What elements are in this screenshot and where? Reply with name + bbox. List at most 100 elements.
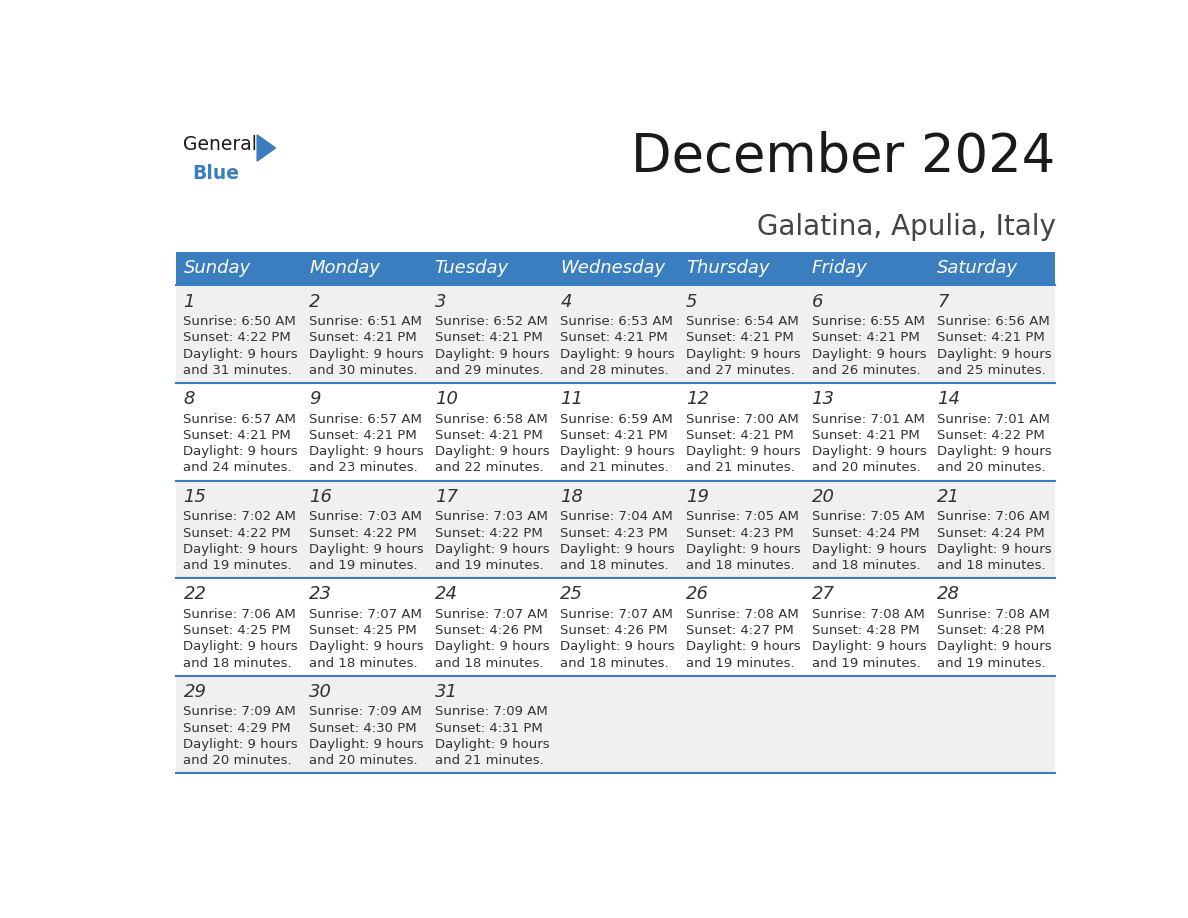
Text: and 21 minutes.: and 21 minutes.	[685, 462, 795, 475]
Text: Sunset: 4:21 PM: Sunset: 4:21 PM	[685, 429, 794, 442]
Text: Sunrise: 7:03 AM: Sunrise: 7:03 AM	[309, 510, 422, 523]
Text: Sunrise: 6:50 AM: Sunrise: 6:50 AM	[183, 315, 296, 328]
Text: and 22 minutes.: and 22 minutes.	[435, 462, 543, 475]
Text: and 24 minutes.: and 24 minutes.	[183, 462, 292, 475]
Text: and 30 minutes.: and 30 minutes.	[309, 364, 418, 377]
Text: and 19 minutes.: and 19 minutes.	[435, 559, 543, 572]
Text: and 20 minutes.: and 20 minutes.	[811, 462, 921, 475]
Text: Sunrise: 7:05 AM: Sunrise: 7:05 AM	[685, 510, 798, 523]
Text: Sunrise: 7:08 AM: Sunrise: 7:08 AM	[937, 608, 1050, 621]
Text: and 19 minutes.: and 19 minutes.	[937, 656, 1045, 669]
Text: Sunset: 4:21 PM: Sunset: 4:21 PM	[685, 331, 794, 344]
Bar	[428, 252, 552, 285]
Text: Daylight: 9 hours: Daylight: 9 hours	[811, 348, 927, 361]
Text: and 18 minutes.: and 18 minutes.	[685, 559, 795, 572]
Text: Sunset: 4:24 PM: Sunset: 4:24 PM	[937, 527, 1044, 540]
Bar	[302, 252, 428, 285]
Text: Sunrise: 7:07 AM: Sunrise: 7:07 AM	[561, 608, 674, 621]
Text: Daylight: 9 hours: Daylight: 9 hours	[811, 641, 927, 654]
Text: Friday: Friday	[811, 260, 867, 277]
Text: Sunset: 4:29 PM: Sunset: 4:29 PM	[183, 722, 291, 734]
Text: Daylight: 9 hours: Daylight: 9 hours	[309, 738, 424, 751]
Text: Sunrise: 7:09 AM: Sunrise: 7:09 AM	[183, 705, 296, 719]
Text: Daylight: 9 hours: Daylight: 9 hours	[309, 348, 424, 361]
Polygon shape	[257, 135, 276, 161]
Text: 20: 20	[811, 487, 834, 506]
Text: Sunrise: 6:52 AM: Sunrise: 6:52 AM	[435, 315, 548, 328]
Bar	[176, 285, 1055, 383]
Text: 21: 21	[937, 487, 960, 506]
Text: Sunrise: 6:53 AM: Sunrise: 6:53 AM	[561, 315, 674, 328]
Text: Daylight: 9 hours: Daylight: 9 hours	[685, 445, 801, 458]
Bar	[176, 252, 302, 285]
Text: and 19 minutes.: and 19 minutes.	[309, 559, 418, 572]
Text: Sunrise: 7:08 AM: Sunrise: 7:08 AM	[811, 608, 924, 621]
Text: Sunset: 4:25 PM: Sunset: 4:25 PM	[309, 624, 417, 637]
Text: 17: 17	[435, 487, 457, 506]
Text: Daylight: 9 hours: Daylight: 9 hours	[561, 641, 675, 654]
Text: Daylight: 9 hours: Daylight: 9 hours	[937, 445, 1051, 458]
Text: Sunset: 4:21 PM: Sunset: 4:21 PM	[435, 429, 543, 442]
Text: Sunrise: 6:55 AM: Sunrise: 6:55 AM	[811, 315, 924, 328]
Text: and 18 minutes.: and 18 minutes.	[561, 656, 669, 669]
Text: Sunrise: 7:07 AM: Sunrise: 7:07 AM	[435, 608, 548, 621]
Text: 4: 4	[561, 293, 571, 310]
Text: Sunrise: 7:09 AM: Sunrise: 7:09 AM	[309, 705, 422, 719]
Text: Sunset: 4:21 PM: Sunset: 4:21 PM	[811, 429, 920, 442]
Text: Daylight: 9 hours: Daylight: 9 hours	[435, 348, 549, 361]
Text: Sunrise: 6:58 AM: Sunrise: 6:58 AM	[435, 413, 548, 426]
Text: Sunset: 4:23 PM: Sunset: 4:23 PM	[685, 527, 794, 540]
Text: and 20 minutes.: and 20 minutes.	[937, 462, 1045, 475]
Text: Sunrise: 7:01 AM: Sunrise: 7:01 AM	[937, 413, 1050, 426]
Text: Sunrise: 7:08 AM: Sunrise: 7:08 AM	[685, 608, 798, 621]
Text: and 27 minutes.: and 27 minutes.	[685, 364, 795, 377]
Text: 28: 28	[937, 585, 960, 603]
Text: Wednesday: Wednesday	[561, 260, 665, 277]
Text: Daylight: 9 hours: Daylight: 9 hours	[183, 738, 298, 751]
Text: Daylight: 9 hours: Daylight: 9 hours	[685, 641, 801, 654]
Text: Sunset: 4:21 PM: Sunset: 4:21 PM	[561, 331, 668, 344]
Text: 1: 1	[183, 293, 195, 310]
Bar	[176, 480, 1055, 578]
Text: and 25 minutes.: and 25 minutes.	[937, 364, 1045, 377]
Text: and 29 minutes.: and 29 minutes.	[435, 364, 543, 377]
Text: 3: 3	[435, 293, 447, 310]
Text: and 31 minutes.: and 31 minutes.	[183, 364, 292, 377]
Text: Sunset: 4:21 PM: Sunset: 4:21 PM	[183, 429, 291, 442]
Text: 27: 27	[811, 585, 834, 603]
Text: December 2024: December 2024	[631, 131, 1055, 184]
Text: Daylight: 9 hours: Daylight: 9 hours	[811, 543, 927, 555]
Text: Sunrise: 7:01 AM: Sunrise: 7:01 AM	[811, 413, 924, 426]
Text: Daylight: 9 hours: Daylight: 9 hours	[183, 348, 298, 361]
Text: Daylight: 9 hours: Daylight: 9 hours	[435, 641, 549, 654]
Text: 24: 24	[435, 585, 457, 603]
Text: Sunset: 4:21 PM: Sunset: 4:21 PM	[561, 429, 668, 442]
Bar	[804, 252, 930, 285]
Text: 30: 30	[309, 683, 333, 700]
Text: Daylight: 9 hours: Daylight: 9 hours	[183, 641, 298, 654]
Text: Daylight: 9 hours: Daylight: 9 hours	[435, 543, 549, 555]
Text: and 19 minutes.: and 19 minutes.	[183, 559, 292, 572]
Text: Sunrise: 7:06 AM: Sunrise: 7:06 AM	[937, 510, 1050, 523]
Text: 9: 9	[309, 390, 321, 409]
Text: Sunrise: 7:00 AM: Sunrise: 7:00 AM	[685, 413, 798, 426]
Text: and 21 minutes.: and 21 minutes.	[435, 754, 543, 767]
Text: 11: 11	[561, 390, 583, 409]
Text: Daylight: 9 hours: Daylight: 9 hours	[561, 543, 675, 555]
Text: Sunset: 4:27 PM: Sunset: 4:27 PM	[685, 624, 794, 637]
Text: Daylight: 9 hours: Daylight: 9 hours	[561, 445, 675, 458]
Text: and 19 minutes.: and 19 minutes.	[811, 656, 921, 669]
Text: Sunset: 4:23 PM: Sunset: 4:23 PM	[561, 527, 668, 540]
Text: 16: 16	[309, 487, 333, 506]
Text: 5: 5	[685, 293, 697, 310]
Text: Daylight: 9 hours: Daylight: 9 hours	[561, 348, 675, 361]
Text: Sunset: 4:24 PM: Sunset: 4:24 PM	[811, 527, 920, 540]
Text: Sunrise: 7:07 AM: Sunrise: 7:07 AM	[309, 608, 422, 621]
Text: Daylight: 9 hours: Daylight: 9 hours	[309, 543, 424, 555]
Bar	[930, 252, 1055, 285]
Text: Blue: Blue	[192, 164, 240, 183]
Text: 29: 29	[183, 683, 207, 700]
Text: Sunrise: 6:57 AM: Sunrise: 6:57 AM	[309, 413, 422, 426]
Text: and 19 minutes.: and 19 minutes.	[685, 656, 795, 669]
Text: Galatina, Apulia, Italy: Galatina, Apulia, Italy	[757, 213, 1055, 241]
